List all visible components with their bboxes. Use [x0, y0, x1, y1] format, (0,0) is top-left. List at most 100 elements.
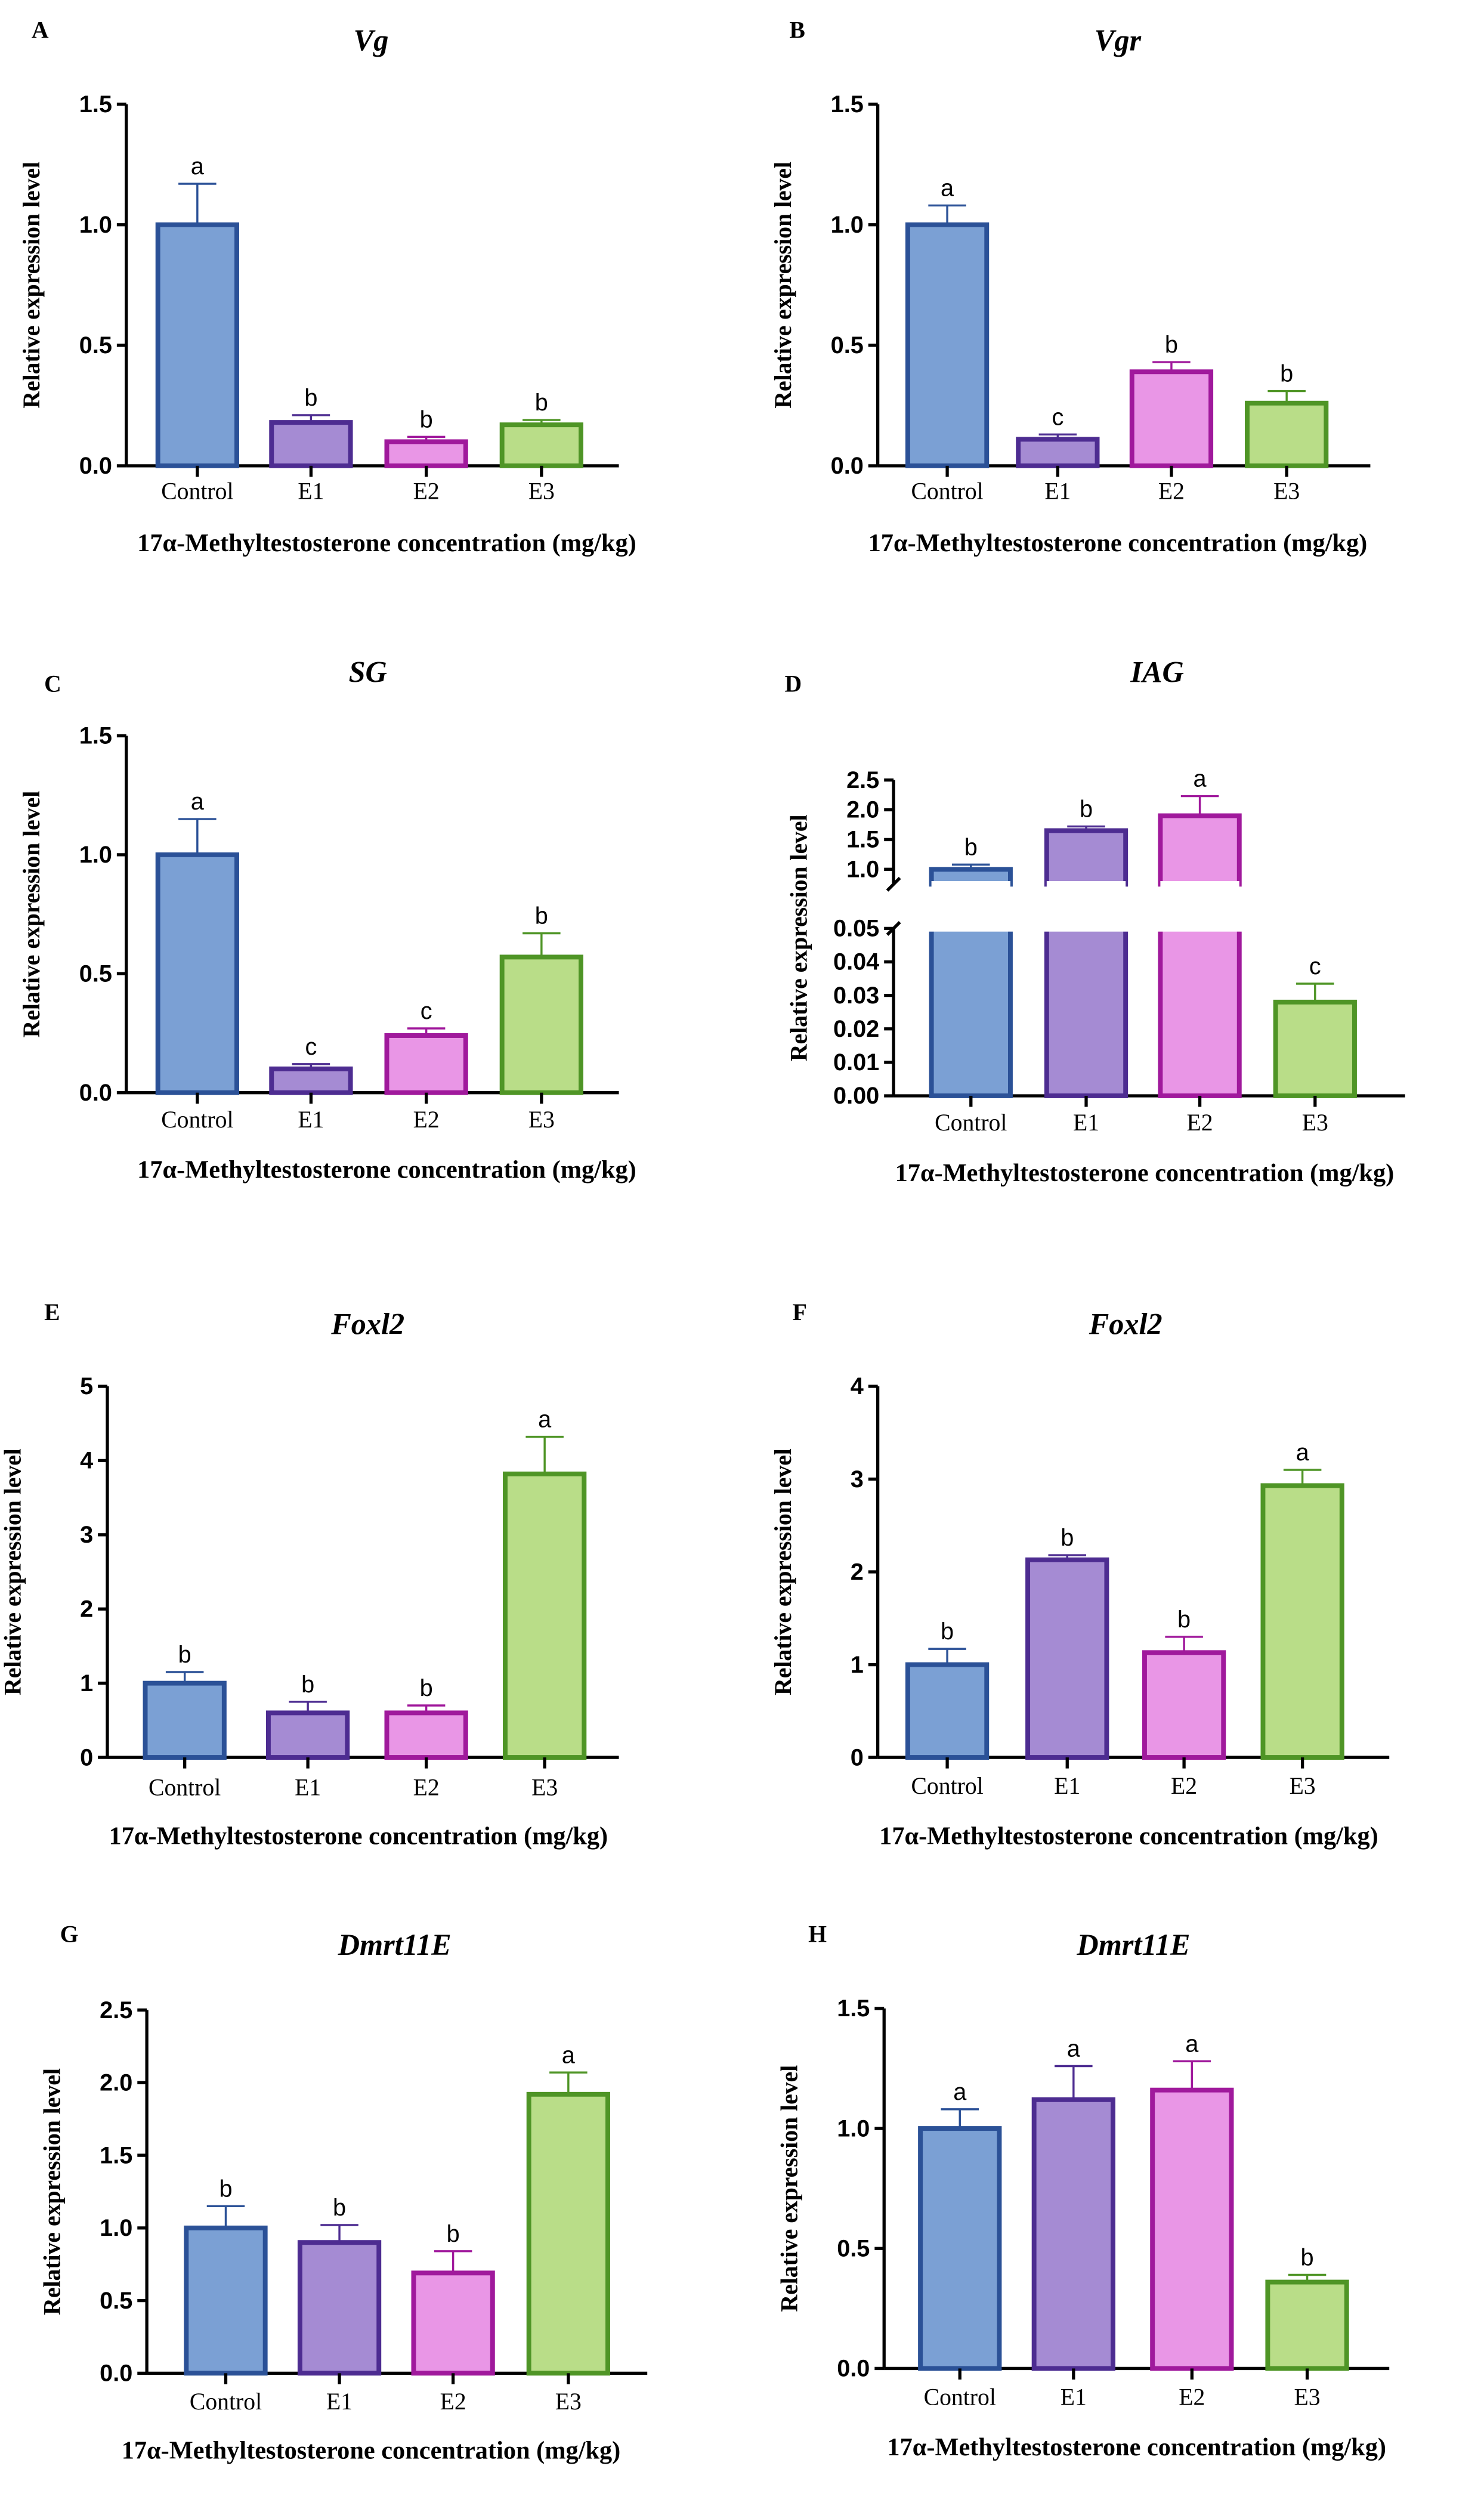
significance-letter: b	[333, 2195, 346, 2221]
bar	[1129, 369, 1214, 468]
x-axis-label: 17α-Methyltestosterone concentration (mg…	[122, 2436, 621, 2464]
x-tick-label: E3	[528, 478, 555, 504]
significance-letter: b	[1177, 1606, 1191, 1633]
significance-letter: b	[1080, 796, 1093, 823]
bar	[1260, 1483, 1344, 1760]
y-tick-label: 0.5	[837, 2235, 870, 2261]
bar	[384, 1710, 468, 1760]
bar	[499, 954, 583, 1095]
significance-letter: a	[191, 153, 205, 180]
bar	[1025, 1557, 1109, 1760]
x-axis-label: 17α-Methyltestosterone concentration (mg…	[137, 529, 636, 557]
bar	[1265, 2279, 1349, 2371]
significance-letter: b	[964, 834, 978, 860]
chart-title: Foxl2	[1089, 1308, 1163, 1341]
significance-letter: a	[1296, 1439, 1310, 1466]
bar-lower	[1158, 926, 1242, 1098]
x-tick-label: E1	[1044, 478, 1071, 504]
y-tick-label: 1.5	[79, 91, 112, 118]
bar-break-gap	[931, 880, 1010, 888]
y-tick-label: 1.0	[79, 842, 112, 868]
y-tick-label: 1.0	[79, 212, 112, 238]
significance-letter: a	[1067, 2036, 1081, 2062]
x-tick-label: Control	[935, 1110, 1007, 1136]
y-tick-label: 0.0	[79, 1080, 112, 1106]
significance-letter: b	[941, 1618, 954, 1645]
panel-label: B	[789, 17, 805, 44]
significance-letter: a	[1194, 766, 1207, 792]
x-tick-label: E2	[1187, 1110, 1213, 1136]
bar	[1142, 1650, 1226, 1760]
y-tick-label: 0	[851, 1744, 864, 1770]
y-tick-label: 4	[80, 1448, 93, 1474]
significance-letter: a	[562, 2042, 576, 2068]
y-axis-label: Relative expression level	[18, 162, 45, 409]
bar-upper	[1044, 828, 1129, 887]
x-tick-label: E3	[528, 1107, 555, 1133]
x-tick-label: E1	[298, 1107, 324, 1133]
bar	[269, 420, 353, 468]
significance-letter: c	[1309, 953, 1321, 980]
x-tick-label: E3	[531, 1775, 558, 1801]
x-axis-label: 17α-Methyltestosterone concentration (mg…	[868, 529, 1368, 557]
y-tick-label: 2.5	[100, 1997, 132, 2023]
bar-break-gap	[1160, 880, 1239, 888]
significance-letter: b	[301, 1671, 314, 1698]
bar	[265, 1710, 350, 1760]
y-axis-label: Relative expression level	[770, 1448, 796, 1695]
bar-break-gap	[928, 925, 1014, 932]
panel-g: G Dmrt11E 0.0 0.5 1.0 1.5 2.0 2.5 Relative expre…	[39, 1921, 648, 2464]
significance-letter: c	[421, 998, 432, 1024]
x-tick-label: E3	[1294, 2384, 1321, 2410]
y-tick-label: 0.05	[833, 916, 879, 942]
y-tick-label: 3	[80, 1522, 93, 1548]
y-axis-label: Relative expression level	[18, 791, 45, 1038]
x-tick-label: Control	[190, 2389, 262, 2415]
significance-letter: a	[941, 175, 954, 202]
x-tick-label: E2	[413, 1107, 440, 1133]
y-tick-label: 2	[851, 1559, 864, 1585]
x-tick-label: Control	[149, 1775, 221, 1801]
bar	[184, 2225, 268, 2376]
y-tick-label: 3	[851, 1466, 864, 1493]
bar	[526, 2091, 610, 2376]
x-axis-label: 17α-Methyltestosterone concentration (mg…	[109, 1822, 608, 1850]
y-tick-label: 2.5	[846, 767, 879, 793]
y-tick-label: 0.00	[833, 1083, 879, 1109]
x-tick-label: E2	[1171, 1773, 1197, 1799]
significance-letter: b	[420, 1675, 433, 1701]
x-tick-label: E2	[440, 2389, 466, 2415]
x-tick-label: E1	[1054, 1773, 1080, 1799]
x-tick-label: E2	[1179, 2384, 1205, 2410]
bar	[297, 2240, 382, 2376]
x-tick-label: E1	[326, 2389, 353, 2415]
panel-label: D	[784, 670, 802, 697]
y-tick-label: 1.0	[837, 2115, 870, 2142]
x-tick-label: E1	[1061, 2384, 1087, 2410]
x-tick-label: Control	[911, 1773, 983, 1799]
significance-letter: b	[420, 406, 433, 432]
significance-letter: a	[953, 2079, 967, 2105]
y-tick-label: 1.0	[100, 2215, 132, 2241]
bar	[155, 852, 239, 1095]
chart-title: IAG	[1130, 655, 1183, 688]
x-tick-label: E1	[298, 478, 324, 504]
significance-letter: a	[1185, 2031, 1199, 2057]
y-tick-label: 1.5	[79, 723, 112, 749]
y-tick-label: 0.02	[833, 1016, 879, 1042]
bar	[269, 1066, 353, 1095]
panel-label: H	[808, 1921, 827, 1948]
panel-d: D IAG 0.00 0.01 0.02 0.03 0.04 0.05 1.0 1.5 2.0 2.5…	[784, 655, 1405, 1187]
significance-letter: b	[535, 390, 548, 416]
x-tick-label: E3	[1273, 478, 1300, 504]
y-axis-label: Relative expression level	[0, 1448, 26, 1695]
chart-title: Dmrt11E	[1076, 1928, 1190, 1961]
x-axis-label: 17α-Methyltestosterone concentration (mg…	[887, 2433, 1386, 2461]
y-tick-label: 0	[80, 1744, 93, 1770]
x-tick-label: E3	[1302, 1110, 1328, 1136]
panel-e: E Foxl2 0 1 2 3 4 5 Relative expression level 17α…	[0, 1299, 619, 1850]
significance-letter: b	[535, 903, 548, 929]
panel-label: A	[32, 17, 49, 44]
y-tick-label: 0.03	[833, 982, 879, 1009]
bar	[1016, 437, 1100, 468]
